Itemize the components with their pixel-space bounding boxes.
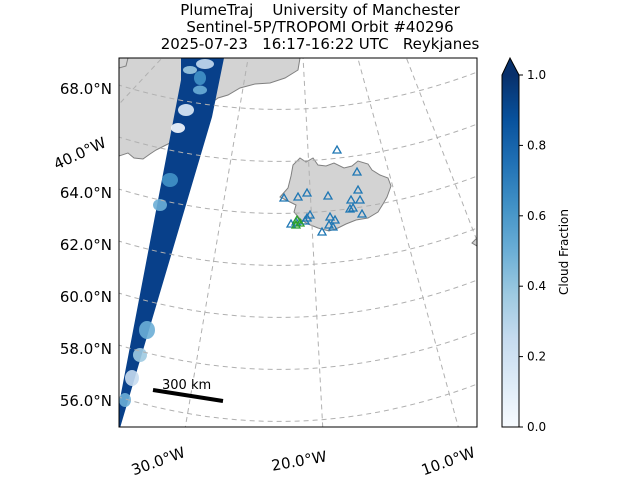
latitude-labels: 68.0°N 64.0°N 62.0°N 60.0°N 58.0°N 56.0°N	[60, 80, 112, 410]
volcano-markers	[278, 144, 368, 236]
lat-label: 60.0°N	[60, 288, 112, 306]
volcano-marker	[316, 226, 328, 236]
colorbar-tick-label: 0.8	[527, 138, 546, 152]
colorbar-tick-label: 1.0	[527, 68, 546, 82]
colorbar-label: Cloud Fraction	[557, 209, 571, 295]
lat-label: 68.0°N	[60, 80, 112, 98]
volcano-marker	[344, 203, 356, 213]
volcano-marker	[323, 219, 335, 229]
volcano-marker	[304, 209, 316, 219]
volcano-marker	[292, 191, 304, 201]
colorbar-tick-label: 0.6	[527, 209, 546, 223]
volcano-marker	[322, 190, 334, 200]
colorbar-frame	[501, 56, 520, 428]
volcano-marker	[347, 202, 359, 212]
lon-label: 10.0°W	[419, 443, 478, 479]
colorbar-extend-arrow	[502, 58, 519, 75]
volcano-marker	[356, 208, 368, 218]
map-frame	[118, 57, 478, 428]
volcano-marker	[351, 166, 363, 176]
volcano-marker	[324, 211, 336, 221]
colorbar-tick-label: 0.0	[527, 420, 546, 434]
volcano-marker	[329, 214, 341, 224]
swath-cloud-texture	[119, 59, 214, 407]
lon-label: 30.0°W	[129, 443, 188, 479]
colorbar-tick-label: 0.2	[527, 350, 546, 364]
baffin-land	[119, 58, 129, 69]
scale-bar-label: 300 km	[162, 378, 211, 393]
volcano-marker	[331, 144, 343, 154]
volcano-marker	[354, 194, 366, 204]
title-line-2: Sentinel-5P/TROPOMI Orbit #40296	[186, 18, 454, 36]
scale-bar	[152, 388, 224, 403]
volcano-marker	[294, 217, 306, 227]
colorbar-tick-label: 0.4	[527, 279, 546, 293]
volcano-marker	[290, 219, 302, 229]
lon-label: 20.0°W	[270, 447, 328, 474]
lat-label: 64.0°N	[60, 184, 112, 202]
volcano-marker	[352, 184, 364, 194]
title-line-3: 2025-07-23 16:17-16:22 UTC Reykjanes	[160, 35, 480, 53]
colorbar-gradient	[502, 75, 519, 427]
graticule	[119, 58, 477, 427]
lat-label: 62.0°N	[60, 236, 112, 254]
volcano-marker	[327, 221, 339, 231]
volcano-marker	[301, 187, 313, 197]
volcano-marker	[299, 215, 311, 225]
lat-label: 56.0°N	[60, 392, 112, 410]
colorbar-ticks: 0.0 0.2 0.4 0.6 0.8 1.0	[519, 68, 546, 434]
volcano-marker	[345, 194, 357, 204]
lon-label: 40.0°W	[51, 133, 109, 173]
lat-label: 58.0°N	[60, 340, 112, 358]
title-line-1: PlumeTraj University of Manchester	[180, 1, 460, 19]
faroe-land	[471, 237, 477, 247]
volcano-marker	[278, 192, 290, 202]
